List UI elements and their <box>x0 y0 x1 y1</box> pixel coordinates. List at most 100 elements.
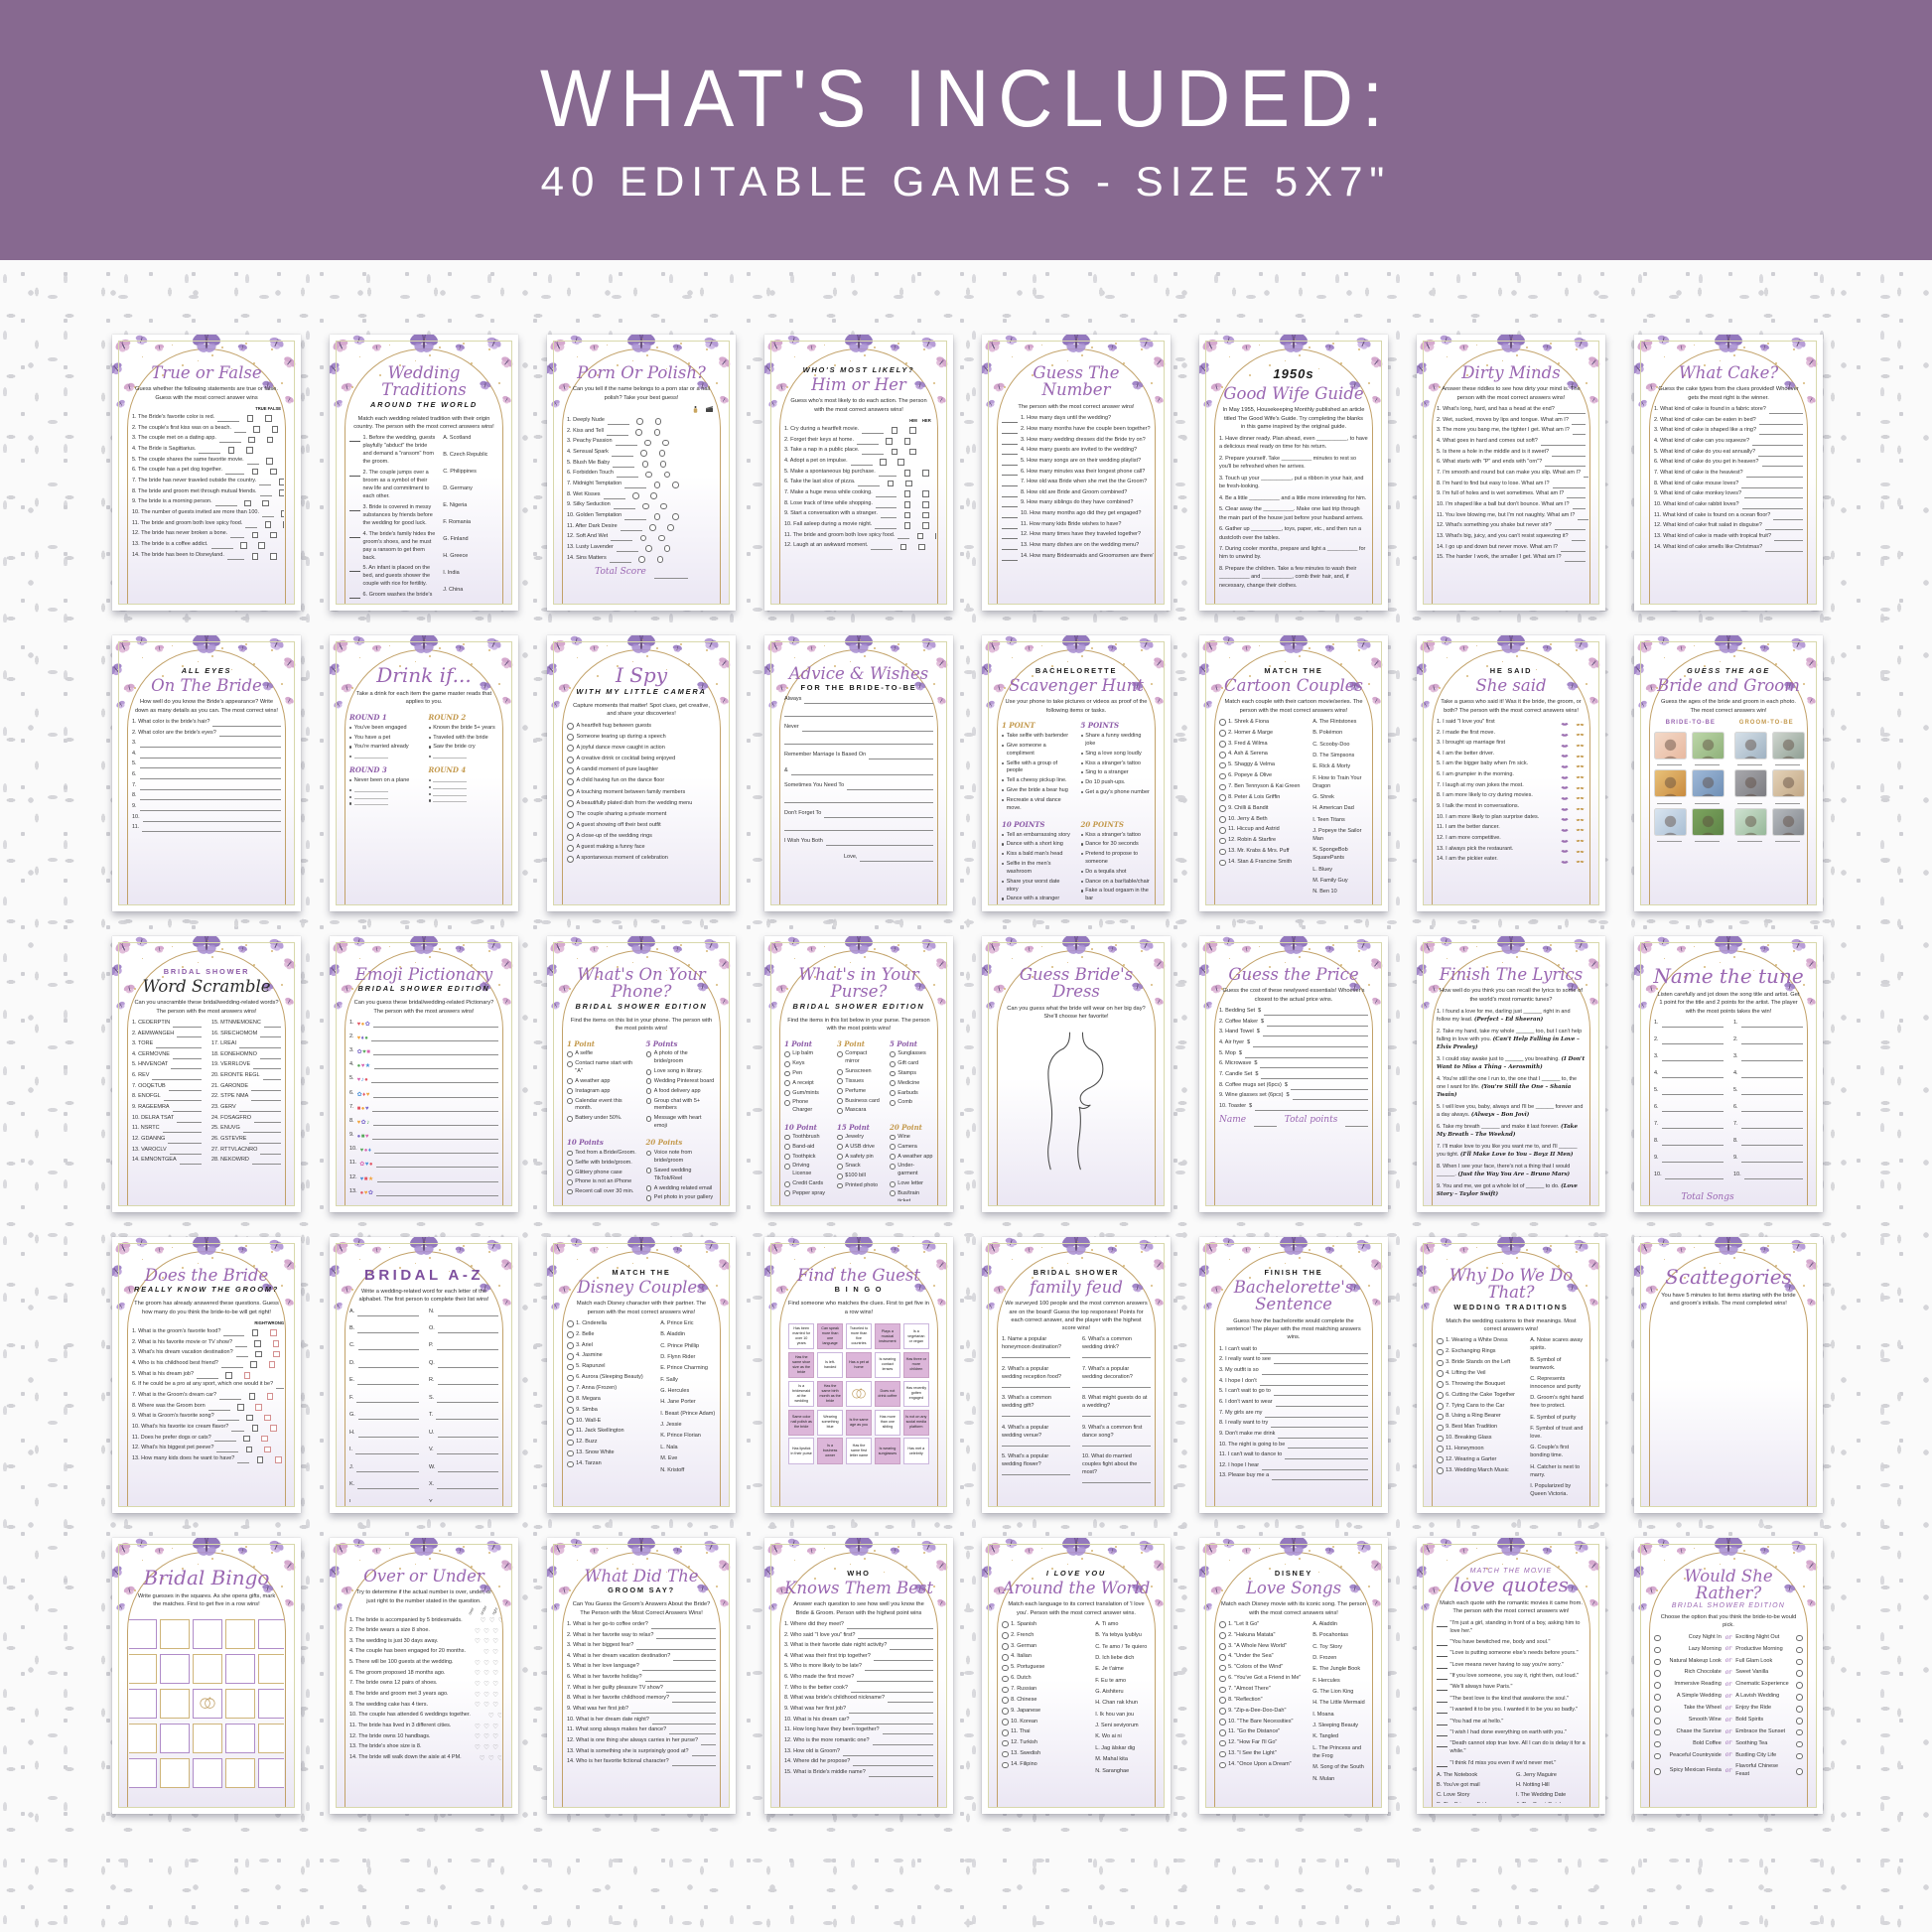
item-text: 4. Air fryer <box>1219 1038 1245 1045</box>
lyric-answer: (Take My Breath – The Weeknd) <box>1437 1123 1578 1139</box>
item-circle <box>784 1080 790 1087</box>
item-circle <box>890 1144 896 1151</box>
list-item: 9. Start a conversation with a stranger. <box>784 510 933 519</box>
item-text: 9. What was her first job? <box>784 1706 847 1713</box>
dollar-sign: $ <box>1255 1070 1259 1077</box>
option-text: F. Symbol of trust and love. <box>1530 1426 1584 1440</box>
answer-blank <box>1002 418 1018 424</box>
list-item: 11. I am the better dancer. <box>1437 824 1586 832</box>
answer-line <box>1082 1357 1151 1359</box>
card-title: 1950s Good Wife Guide <box>1216 364 1371 402</box>
lips-icon <box>1559 828 1571 833</box>
match-item: 1. Wearing a White Dress <box>1437 1337 1523 1345</box>
write-in-line <box>858 1634 933 1640</box>
answer-circle <box>1219 741 1226 748</box>
write-in-line <box>262 1075 281 1081</box>
checkbox <box>908 427 916 434</box>
item-text: Dance on a bar/table/chair <box>1085 878 1150 885</box>
item-text: 8. Coffee mugs set (6pcs) <box>1219 1081 1282 1088</box>
item-text: 6. The groom proposed 18 months ago. <box>349 1669 446 1676</box>
card-title: Dirty Minds <box>1434 364 1588 382</box>
card-content: BRIDAL A-Z Write a wedding-related word f… <box>346 1255 501 1502</box>
choice-circle <box>1654 1768 1661 1775</box>
item-text: 13. What is something she is surprisingl… <box>567 1747 689 1754</box>
answer-blank <box>1437 1762 1448 1767</box>
list-item: 7. The bride has never traveled outside … <box>132 478 284 486</box>
match-item: 2. French <box>1002 1632 1088 1640</box>
list-item: 5. <box>132 760 281 769</box>
movie-option: C. Love Story <box>1437 1792 1506 1800</box>
card-body: 1. ♥●✿ 2. ♥♦● 3. ✿♥■ 4. ●♥★ 5. ♥♪● 6. ✿♦♥ 7. ■●♥ 8. ♥✿♪… <box>346 1020 501 1201</box>
item-text: Perfume <box>845 1087 867 1094</box>
card-title-line: Drink if... <box>376 663 472 687</box>
answer-circle <box>1002 1643 1009 1650</box>
photo-cell <box>1654 731 1687 766</box>
item-text: 11. "Go the Distance" <box>1228 1728 1281 1735</box>
age-answer-line <box>1657 761 1682 766</box>
match-item: 13. "I See the Light" <box>1219 1750 1306 1758</box>
item-text: 2. What is his favorite movie or TV show… <box>132 1338 233 1345</box>
write-in-line <box>142 817 281 822</box>
heart-icon: ♡ <box>483 1733 489 1741</box>
write-in-line <box>1661 1023 1724 1028</box>
checkbox <box>264 415 272 423</box>
item-text: 4. What was their first trip together? <box>784 1652 871 1659</box>
checkbox <box>248 436 255 444</box>
item-text: 13. The bride is a coffee addict. <box>132 540 208 547</box>
card-subtitle: The groom has already answered these que… <box>134 1301 279 1315</box>
item-circle <box>890 1180 896 1187</box>
item-text: Recreate a viral dance move. <box>1006 796 1061 811</box>
letter: B. <box>349 1325 355 1331</box>
item-text: 4. The couple has been engaged for 20 mo… <box>349 1648 467 1655</box>
line-number: 4. <box>1654 1069 1659 1076</box>
write-in-line <box>1254 1122 1277 1127</box>
bullet-dot <box>1080 890 1083 893</box>
card-border <box>1423 641 1599 905</box>
item-text: 3. I brought up marriage first <box>1437 740 1506 747</box>
section-item: Phone is not an iPhone <box>567 1178 637 1186</box>
spacer-line <box>1497 754 1556 759</box>
write-in-line <box>245 523 258 528</box>
item-text: 5. How many songs are on their wedding p… <box>1021 457 1142 464</box>
option-text: E. The Jungle Book <box>1312 1666 1361 1673</box>
card-title-line: WEDDING TRADITIONS <box>1453 1302 1569 1311</box>
item-text: Love song in library. <box>653 1068 703 1075</box>
write-in-line <box>139 806 281 812</box>
item-text: 10. I am more likely to plan surprise da… <box>1437 813 1540 820</box>
match-columns: 1. "Let It Go" 2. "Hakuna Matata" 3. "A Wh… <box>1219 1621 1368 1787</box>
item-text: 2. Kiss and Tell <box>567 427 604 434</box>
item-circle <box>645 1168 652 1174</box>
checkbox <box>897 459 904 466</box>
card-subtitle: Guess the cost of these newlywed essenti… <box>1222 988 1365 1003</box>
match-left-column: 1. "Let It Go" 2. "Hakuna Matata" 3. "A Wh… <box>1219 1621 1306 1787</box>
numbered-line: 7. <box>1733 1121 1803 1129</box>
item-circle <box>784 1060 790 1067</box>
card-title-line: BRIDAL SHOWER EDITION <box>1671 1601 1786 1609</box>
card-content: BRIDAL SHOWER Word Scramble Can you unscra… <box>129 954 284 1201</box>
match-right-column: A. Scotland B. Czech Republic C. Philippin… <box>443 435 498 600</box>
section-item: Tell an embarrassing story <box>1002 832 1072 840</box>
write-in-line <box>603 494 625 499</box>
item-text: 10. Wall-E <box>576 1417 602 1424</box>
write-in-line <box>171 1064 202 1070</box>
match-option: H. Greece <box>443 553 498 561</box>
match-option: I. Teen Titans <box>1312 817 1368 825</box>
or-label: or <box>1725 1766 1732 1774</box>
item-text: 11. Thai <box>1011 1728 1031 1735</box>
line-number: 1. <box>1654 1019 1659 1026</box>
item-text: 3. <box>132 740 137 747</box>
card-subtitle: Match each Disney movie with its iconic … <box>1221 1601 1366 1616</box>
section-item: A photo of the bride/groom <box>645 1050 717 1066</box>
item-text: 3. What's his dream vacation destination… <box>132 1349 233 1356</box>
match-left-column: 1. Cinderella 2. Belle 3. Ariel 4. Jasmine 5… <box>567 1320 653 1478</box>
card-title-line: MATCH THE MOVIE <box>1469 1568 1553 1575</box>
option-text: C. Love Story <box>1437 1791 1470 1798</box>
points-section: 1 POINT Take selfie with bartender Give so… <box>1002 719 1072 815</box>
card-border <box>1640 341 1817 605</box>
item-text: 7. Tying Cans to the Car <box>1446 1402 1505 1409</box>
game-card-find-the-guest-bingo: Find the Guest B I N G O Find someone who … <box>764 1237 953 1513</box>
answer-blank <box>1437 1641 1448 1647</box>
or-label: or <box>1725 1645 1732 1653</box>
write-in-line <box>1740 1124 1803 1129</box>
answer-circle <box>1002 1697 1009 1704</box>
